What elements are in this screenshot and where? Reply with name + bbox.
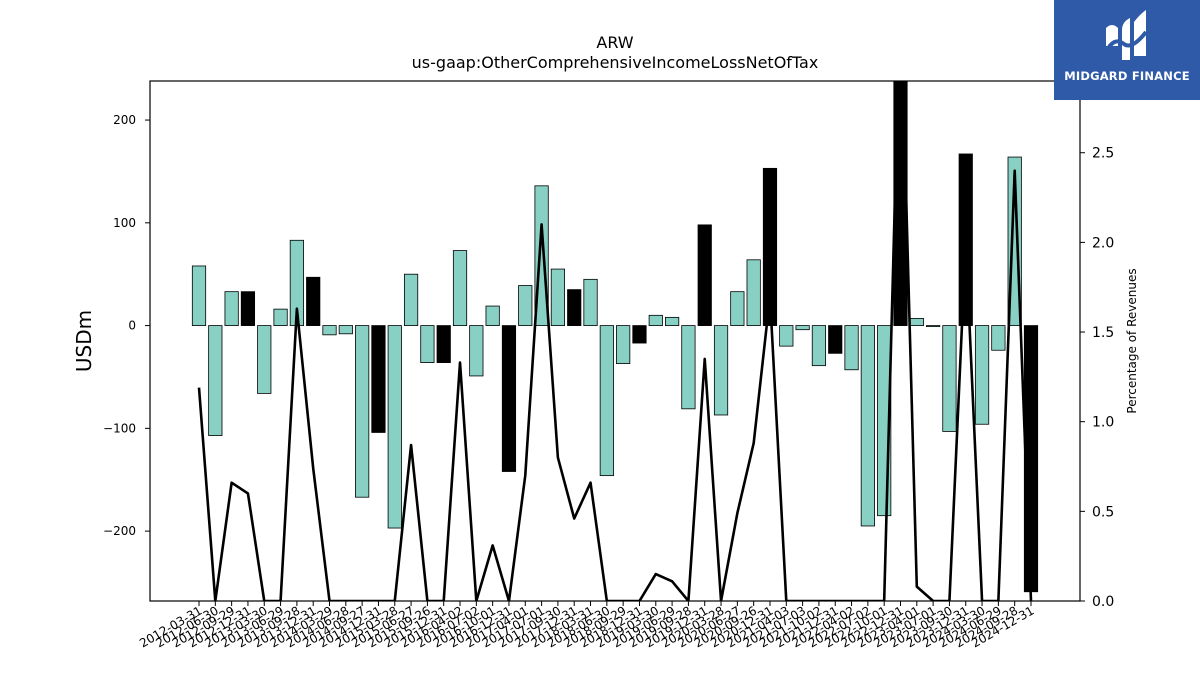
y2-tick-label: 1.0: [1092, 415, 1114, 431]
bar: [713, 325, 729, 416]
bar: [746, 259, 761, 326]
bar: [518, 285, 533, 326]
bar: [322, 325, 337, 336]
y2-tick-label: 0.0: [1092, 594, 1114, 610]
bar: [306, 276, 321, 326]
bar: [665, 316, 680, 326]
bar: [697, 224, 712, 326]
bar: [599, 325, 614, 477]
y-tick-label: 100: [113, 216, 136, 230]
y-axis-right: 0.0 0.5 1.0 1.5 2.0 2.5: [1080, 146, 1114, 610]
bar: [338, 325, 353, 335]
bar: [257, 325, 272, 394]
logo-text: MIDGARD FINANCE: [1064, 69, 1190, 83]
bar: [208, 325, 223, 436]
bar: [632, 325, 647, 344]
y-tick-label: 0: [128, 319, 136, 333]
y2-axis-label: Percentage of Revenues: [1125, 268, 1139, 413]
y-tick-label: −100: [103, 421, 136, 435]
bar: [240, 291, 256, 326]
bar: [616, 325, 631, 364]
bar: [860, 325, 875, 527]
bar: [387, 325, 402, 529]
bar: [828, 325, 843, 354]
bar: [224, 291, 239, 326]
line-series: [197, 81, 1033, 601]
y2-tick-label: 2.5: [1092, 146, 1114, 162]
bar: [681, 325, 696, 410]
y2-tick-label: 0.5: [1092, 504, 1114, 520]
bar: [730, 291, 745, 326]
bar: [844, 325, 859, 371]
y2-tick-label: 1.5: [1092, 325, 1114, 341]
y2-tick-label: 2.0: [1092, 235, 1114, 251]
bar: [436, 325, 451, 363]
bar: [485, 305, 500, 326]
bar: [762, 167, 778, 326]
chart-subtitle: us-gaap:OtherComprehensiveIncomeLossNetO…: [412, 53, 819, 72]
bar: [452, 250, 468, 326]
bar: [567, 289, 582, 326]
bar: [991, 325, 1006, 351]
bar: [811, 325, 827, 367]
bar: [273, 308, 288, 326]
bar: [420, 325, 435, 363]
brand-logo: MIDGARD FINANCE: [1054, 0, 1200, 100]
bar: [355, 325, 370, 498]
bar: [909, 317, 924, 326]
bar: [974, 325, 990, 425]
bar: [371, 325, 386, 433]
y-tick-label: −200: [103, 524, 136, 538]
bar: [469, 325, 484, 377]
bar: [648, 314, 663, 326]
bar: [926, 325, 941, 328]
bar: [501, 325, 517, 472]
bar: [942, 325, 957, 432]
y-tick-label: 200: [113, 113, 136, 127]
y-axis-left: −200 −100 0 100 200: [103, 113, 150, 538]
logo-mark-icon: [1104, 10, 1148, 60]
percentage-line: [197, 81, 1033, 601]
y-axis-label: USDm: [72, 310, 96, 372]
bar: [191, 265, 207, 326]
plot-frame: [149, 80, 1081, 602]
bar: [550, 268, 565, 326]
chart-title: ARW: [596, 33, 633, 52]
bar: [795, 325, 810, 331]
bar: [403, 273, 419, 326]
bar: [779, 325, 794, 347]
bar: [958, 153, 973, 326]
x-axis: 2012-03-312012-06-302012-09-292012-12-31…: [137, 601, 1037, 650]
bar: [583, 278, 598, 326]
